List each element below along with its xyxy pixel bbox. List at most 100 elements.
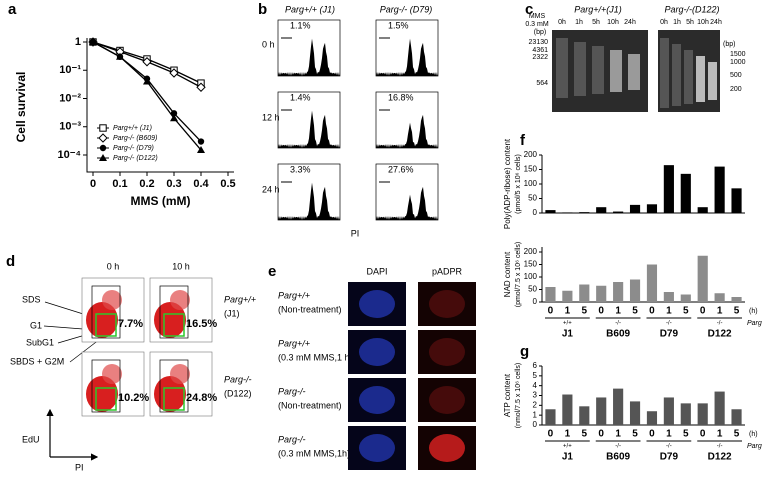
marker-label: 23130	[529, 39, 549, 46]
label: (bp)	[534, 29, 546, 36]
y-tick-label: 10⁻¹	[59, 64, 81, 76]
bar	[596, 285, 607, 302]
histogram	[278, 182, 340, 220]
bar	[731, 188, 742, 213]
column-title: pADPR	[432, 266, 463, 276]
group-label: J1	[562, 329, 574, 340]
row-label: Parg+/+	[224, 294, 256, 304]
column-title: DAPI	[366, 266, 387, 276]
lane-label: 10h	[697, 19, 709, 26]
x-tick-label: 0	[649, 429, 655, 440]
y-tick-label: 10⁻³	[59, 121, 81, 133]
point	[116, 52, 124, 60]
y-axis-label: NAD content	[503, 251, 512, 297]
genotype-label: -/-	[615, 444, 621, 450]
point	[143, 77, 151, 85]
percent: 1.5%	[388, 20, 409, 30]
bar	[646, 411, 658, 425]
legend-label: Parg-/- (D79)	[113, 145, 154, 152]
gate-box	[95, 387, 117, 411]
panel-b: b Parg+/+ (J1) Parg-/- (D79) 0 h 12 h 24…	[258, 1, 432, 238]
x-tick-label: 0	[598, 306, 604, 317]
group-label: J1	[562, 452, 574, 463]
bar	[579, 406, 590, 425]
lane-label: 5h	[592, 19, 600, 26]
bar	[697, 207, 708, 213]
bar	[663, 165, 674, 213]
lane	[592, 46, 604, 94]
x-tick-label: 0	[548, 429, 554, 440]
point	[197, 138, 205, 145]
lane	[660, 38, 669, 108]
label: 0.3 mM	[525, 21, 549, 28]
y-tick-label: 50	[528, 194, 537, 203]
histogram	[278, 110, 340, 148]
bar	[545, 287, 556, 302]
dot-cloud	[86, 376, 118, 412]
gate-box	[159, 359, 189, 413]
x-gene: Parg	[747, 320, 762, 327]
gate-label: SubG1	[26, 337, 54, 347]
panel-letter: a	[8, 1, 17, 18]
histogram	[376, 38, 438, 76]
percent: 1.1%	[290, 20, 311, 30]
marker-label: 4361	[532, 47, 548, 54]
lane	[610, 50, 622, 92]
panel-e: e DAPI pADPR	[268, 263, 463, 280]
row-label: (0.3 mM MMS,1h)	[278, 448, 350, 458]
x-tick-label: 5	[582, 429, 588, 440]
group-label: D79	[660, 329, 679, 340]
nuclei	[359, 434, 395, 462]
genotype-label: -/-	[717, 444, 723, 450]
gate-box	[163, 313, 185, 337]
gate-label: SDS	[22, 294, 41, 304]
lane-label: 1h	[673, 19, 681, 26]
row-label: (J1)	[224, 308, 240, 318]
bar	[697, 403, 708, 425]
x-tick-label: 0	[598, 429, 604, 440]
x-tick-label: 0	[548, 306, 554, 317]
y-tick-label: 2	[533, 400, 538, 409]
x-gene: Parg	[747, 443, 762, 450]
point	[170, 110, 178, 117]
legend-marker	[99, 144, 107, 152]
bar	[629, 401, 641, 425]
y-tick-label: 1	[75, 36, 81, 48]
axis-label: PI	[75, 462, 84, 472]
group-label: D122	[708, 452, 732, 463]
x-tick-label: 0.3	[166, 178, 181, 190]
y-tick-label: 200	[524, 247, 538, 256]
y-tick-label: 100	[524, 272, 538, 281]
y-tick-label: 0	[533, 208, 538, 217]
genotype-label: -/-	[666, 321, 672, 327]
gate-label: G1	[30, 320, 42, 330]
nuclei	[359, 338, 395, 366]
bar	[714, 166, 725, 213]
lane	[684, 50, 693, 104]
gate-box	[95, 313, 117, 337]
row-label: (D122)	[224, 388, 252, 398]
dot-cloud	[102, 290, 122, 310]
gate-box	[159, 285, 189, 339]
genotype-label: +/+	[563, 444, 572, 450]
x-unit: (h)	[749, 308, 758, 315]
panel-letter: g	[520, 343, 529, 360]
percent: 1.4%	[290, 92, 311, 102]
panel-letter: c	[525, 1, 533, 18]
y-tick-label: 10⁻⁴	[58, 149, 81, 161]
x-tick-label: 5	[632, 429, 638, 440]
gate-label: SBDS + G2M	[10, 356, 64, 366]
bar	[613, 388, 624, 425]
lane-label: 24h	[710, 19, 722, 26]
lane	[574, 42, 586, 96]
y-tick-label: 5	[533, 371, 538, 380]
x-tick-label: 5	[734, 306, 740, 317]
percent: 7.7%	[118, 318, 143, 330]
dot-cloud	[86, 302, 118, 338]
x-tick-label: 1	[565, 306, 571, 317]
percent: 24.8%	[186, 392, 217, 404]
legend-label: Parg+/+ (J1)	[113, 125, 152, 132]
label: MMS	[529, 13, 546, 20]
dot-cloud	[154, 302, 186, 338]
